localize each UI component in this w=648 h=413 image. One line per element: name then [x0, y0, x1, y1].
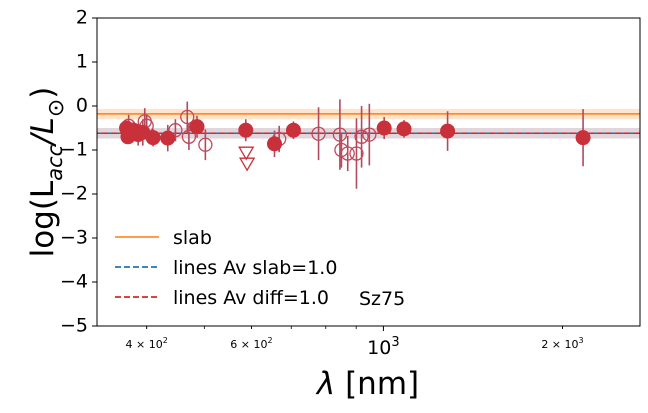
filled-circle-point: [396, 121, 412, 137]
open-circle-point: [311, 126, 326, 141]
x-tick-label: 6 × 102: [230, 336, 272, 351]
filled-circle-point: [285, 122, 301, 138]
x-tick-exponent: 3: [391, 335, 399, 350]
x-tick-base: 6 × 10: [230, 338, 267, 351]
filled-circle-point: [266, 136, 282, 152]
y-tick-label: 1: [76, 51, 88, 73]
open-circle-point: [340, 146, 355, 161]
x-tick-base: 4 × 10: [126, 338, 163, 351]
x-tick-exponent: 2: [268, 336, 273, 345]
legend-label-slab: slab: [173, 227, 212, 249]
filled-circle-point: [440, 123, 456, 139]
filled-circle-point: [160, 130, 176, 146]
x-axis-label: λ [nm]: [315, 366, 419, 402]
data-markers: [119, 109, 591, 172]
x-tick-exponent: 2: [163, 336, 168, 345]
open-circle-point: [362, 127, 377, 142]
x-tick-exponent: 3: [579, 336, 584, 345]
y-tick-label: −5: [60, 315, 88, 337]
x-tick-label: 2 × 103: [541, 336, 583, 351]
upper-limit-triangle: [238, 157, 256, 172]
legend-label-lines-diff: lines Av diff=1.0: [173, 287, 329, 309]
open-circle-point: [168, 123, 183, 138]
y-axis-ticks: 2 1 0 −1 −2 −3 −4 −5: [60, 7, 97, 337]
filled-circle-point: [238, 122, 254, 138]
y-tick-label: 0: [76, 95, 88, 117]
x-tick-base: 10: [367, 337, 391, 359]
y-tick-label: −3: [60, 227, 88, 249]
filled-circle-point: [189, 119, 205, 135]
star-name-annotation: Sz75: [359, 288, 405, 310]
filled-circle-point: [145, 130, 161, 146]
y-tick-label: −2: [60, 183, 88, 205]
x-tick-label: 4 × 102: [126, 336, 168, 351]
y-tick-label: −4: [60, 271, 88, 293]
x-tick-label: 103: [367, 335, 399, 359]
y-tick-label: −1: [60, 139, 88, 161]
open-circle-point: [332, 127, 348, 142]
x-tick-base: 2 × 10: [541, 338, 578, 351]
open-circle-point: [354, 129, 369, 144]
upper-limit-triangle: [238, 146, 255, 161]
legend: slab lines Av slab=1.0 lines Av diff=1.0: [115, 227, 337, 309]
filled-circle-point: [376, 120, 392, 136]
open-circle-point: [198, 137, 213, 152]
open-circle-point: [349, 146, 364, 161]
open-circle-point: [181, 129, 197, 144]
open-circle-point: [180, 109, 195, 125]
legend-label-lines-slab: lines Av slab=1.0: [173, 257, 337, 279]
filled-circle-point: [575, 130, 591, 146]
plot-frame: [96, 17, 641, 327]
y-axis-label: log(Lacc/L⊙): [25, 87, 69, 258]
y-tick-label: 2: [76, 7, 88, 29]
x-axis-ticks: 4 × 102 6 × 102 103 2 × 103: [126, 326, 584, 359]
